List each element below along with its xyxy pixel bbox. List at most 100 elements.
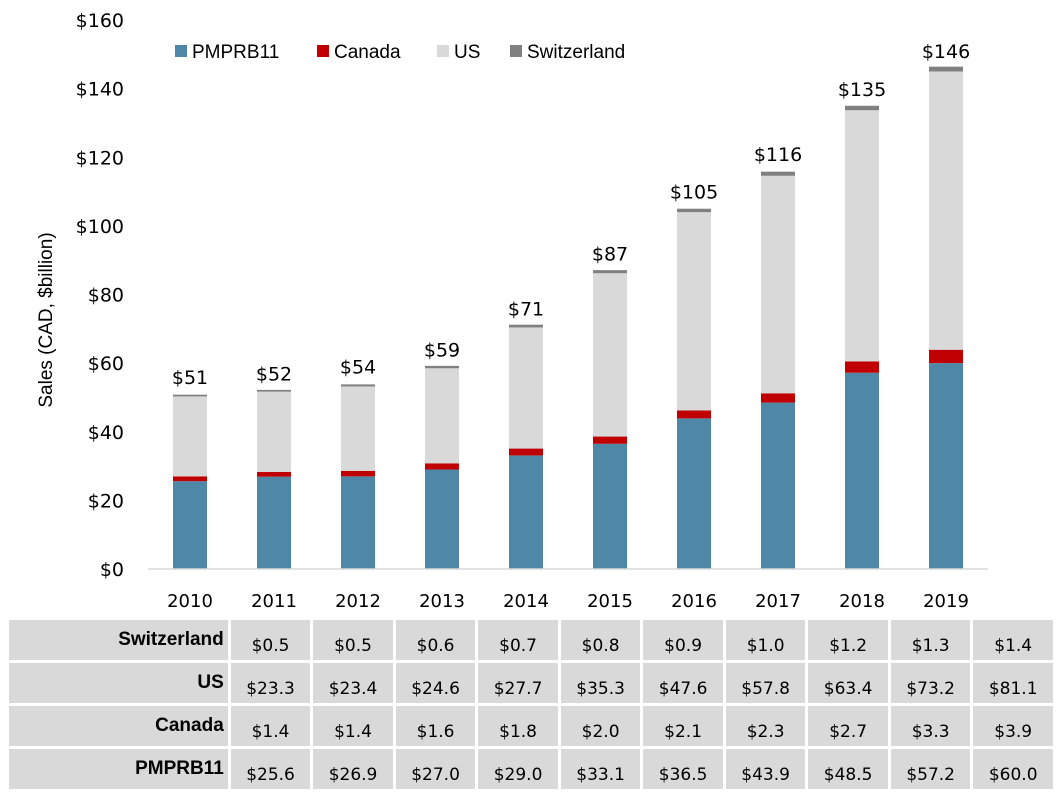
bar-segment-us-2012 bbox=[341, 386, 375, 471]
table-cell: $0.8 bbox=[560, 620, 641, 660]
total-label: $135 bbox=[838, 79, 886, 101]
bar-segment-switzerland-2014 bbox=[509, 324, 543, 328]
bar-segment-pmprb11-2017 bbox=[761, 402, 795, 569]
total-label: $116 bbox=[754, 144, 802, 166]
table-cell: $81.1 bbox=[973, 663, 1053, 703]
bar-segment-us-2018 bbox=[845, 110, 879, 362]
table-cell: $1.3 bbox=[890, 620, 971, 660]
y-tick-label: $60 bbox=[88, 353, 124, 375]
table-row: PMPRB11 $25.6 $26.9 $27.0 $29.0 $33.1 $36.5 $43… bbox=[9, 749, 1053, 789]
bar-segment-us-2017 bbox=[761, 175, 795, 394]
table-row-header: Switzerland bbox=[9, 620, 228, 660]
x-tick-label: 2010 bbox=[167, 591, 213, 612]
x-tick-label: 2019 bbox=[923, 591, 969, 612]
table-row: Canada $1.4 $1.4 $1.6 $1.8 $2.0 $2.1 $2.3 $2.7 $3… bbox=[9, 706, 1053, 746]
table-cell: $1.2 bbox=[808, 620, 888, 660]
x-tick-label: 2016 bbox=[671, 591, 717, 612]
table-row-header: PMPRB11 bbox=[9, 749, 228, 789]
table-cell: $2.0 bbox=[560, 706, 641, 746]
bar-segment-pmprb11-2016 bbox=[677, 418, 711, 569]
y-tick-label: $160 bbox=[76, 10, 124, 32]
bar-segment-canada-2010 bbox=[173, 476, 207, 482]
bar-segment-switzerland-2017 bbox=[761, 171, 795, 176]
table-cell: $26.9 bbox=[313, 749, 393, 789]
bar-segment-pmprb11-2015 bbox=[593, 443, 627, 569]
bar-segment-pmprb11-2012 bbox=[341, 476, 375, 569]
table-cell: $25.6 bbox=[230, 749, 311, 789]
x-tick-label: 2012 bbox=[335, 591, 381, 612]
bar-segment-canada-2011 bbox=[257, 471, 291, 477]
y-tick-label: $40 bbox=[88, 422, 124, 444]
table-cell: $1.4 bbox=[230, 706, 311, 746]
y-axis: $0 $20 $40 $60 $80 $100 $120 $140 $160 bbox=[76, 10, 124, 581]
y-tick-label: $100 bbox=[76, 216, 124, 238]
legend-label-switzerland: Switzerland bbox=[527, 42, 625, 63]
bar-segment-us-2016 bbox=[677, 212, 711, 411]
bar-segment-us-2011 bbox=[257, 391, 291, 472]
table-cell: $2.3 bbox=[725, 706, 806, 746]
table-cell: $35.3 bbox=[560, 663, 641, 703]
x-tick-label: 2011 bbox=[251, 591, 297, 612]
bar-segment-switzerland-2012 bbox=[341, 384, 375, 387]
table-row-header: Canada bbox=[9, 706, 228, 746]
bar-segment-pmprb11-2014 bbox=[509, 455, 543, 569]
legend-label-us: US bbox=[454, 42, 480, 63]
bar-segment-switzerland-2016 bbox=[677, 208, 711, 213]
table-cell: $0.6 bbox=[395, 620, 476, 660]
total-labels: $51 $52 $54 $59 $71 $87 $105 $116 $135 $146 bbox=[172, 41, 970, 389]
table-cell: $63.4 bbox=[808, 663, 888, 703]
table-cell: $57.2 bbox=[890, 749, 971, 789]
table-cell: $47.6 bbox=[643, 663, 723, 703]
total-label: $59 bbox=[424, 340, 460, 362]
bar-segment-switzerland-2019 bbox=[929, 66, 963, 72]
table-cell: $29.0 bbox=[478, 749, 558, 789]
table-row: US $23.3 $23.4 $24.6 $27.7 $35.3 $47.6 $57.8 $63… bbox=[9, 663, 1053, 703]
y-tick-label: $20 bbox=[88, 490, 124, 512]
bar-segment-pmprb11-2011 bbox=[257, 476, 291, 569]
table-cell: $24.6 bbox=[395, 663, 476, 703]
table-cell: $0.7 bbox=[478, 620, 558, 660]
total-label: $52 bbox=[256, 364, 292, 386]
table-cell: $48.5 bbox=[808, 749, 888, 789]
bar-segment-switzerland-2011 bbox=[257, 389, 291, 392]
bar-segment-canada-2012 bbox=[341, 470, 375, 477]
legend-swatch-us bbox=[437, 45, 449, 57]
x-tick-label: 2015 bbox=[587, 591, 633, 612]
bar-segment-us-2010 bbox=[173, 396, 207, 477]
bar-segment-canada-2016 bbox=[677, 410, 711, 419]
table-cell: $43.9 bbox=[725, 749, 806, 789]
table-cell: $3.9 bbox=[973, 706, 1053, 746]
y-tick-label: $120 bbox=[76, 147, 124, 169]
x-tick-label: 2013 bbox=[419, 591, 465, 612]
y-tick-label: $80 bbox=[88, 285, 124, 307]
stacked-bar-chart: $0 $20 $40 $60 $80 $100 $120 $140 $160 Sales (CA… bbox=[36, 10, 988, 612]
bars-group bbox=[173, 66, 963, 569]
table-row: Switzerland $0.5 $0.5 $0.6 $0.7 $0.8 $0.9 $1.0 $… bbox=[9, 620, 1053, 660]
table-cell: $1.8 bbox=[478, 706, 558, 746]
bar-segment-pmprb11-2019 bbox=[929, 363, 963, 569]
bar-segment-canada-2014 bbox=[509, 448, 543, 456]
total-label: $146 bbox=[922, 41, 970, 63]
table-cell: $57.8 bbox=[725, 663, 806, 703]
total-label: $71 bbox=[508, 298, 544, 320]
legend-swatch-canada bbox=[317, 45, 329, 57]
y-tick-label: $0 bbox=[100, 559, 124, 581]
x-tick-label: 2017 bbox=[755, 591, 801, 612]
total-label: $54 bbox=[340, 357, 376, 379]
table-cell: $36.5 bbox=[643, 749, 723, 789]
y-tick-label: $140 bbox=[76, 79, 124, 101]
bar-segment-canada-2018 bbox=[845, 361, 879, 373]
table-cell: $23.4 bbox=[313, 663, 393, 703]
bar-segment-switzerland-2010 bbox=[173, 394, 207, 397]
bar-segment-pmprb11-2018 bbox=[845, 372, 879, 569]
table-cell: $0.9 bbox=[643, 620, 723, 660]
table-cell: $23.3 bbox=[230, 663, 311, 703]
bar-segment-canada-2013 bbox=[425, 463, 459, 470]
data-table: Switzerland $0.5 $0.5 $0.6 $0.7 $0.8 $0.9 $1.0 $… bbox=[6, 617, 1056, 792]
table-cell: $1.6 bbox=[395, 706, 476, 746]
bar-segment-us-2019 bbox=[929, 71, 963, 350]
legend-label-canada: Canada bbox=[334, 42, 401, 63]
table-cell: $1.4 bbox=[313, 706, 393, 746]
total-label: $105 bbox=[670, 182, 718, 204]
table-cell: $0.5 bbox=[230, 620, 311, 660]
